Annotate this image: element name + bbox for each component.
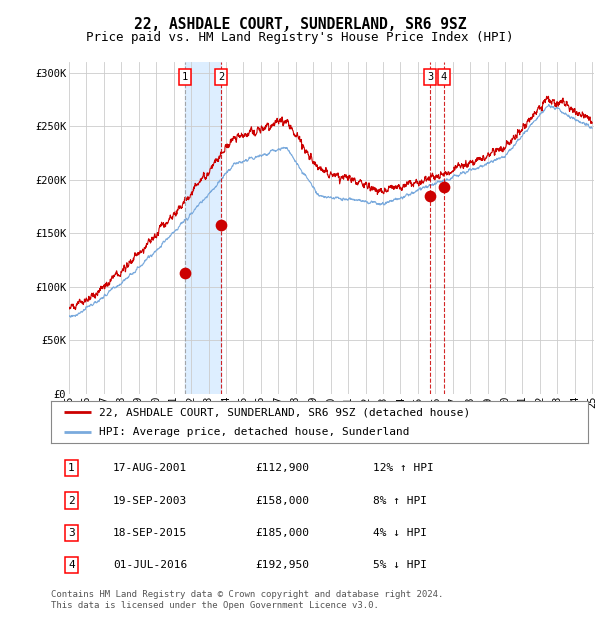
Text: £185,000: £185,000 [255,528,309,538]
Text: £192,950: £192,950 [255,560,309,570]
Point [180,268,190,278]
Text: 4: 4 [68,560,75,570]
Point [216,219,226,229]
Text: 01-JUL-2016: 01-JUL-2016 [113,560,187,570]
Text: £112,900: £112,900 [255,463,309,473]
Text: 5% ↓ HPI: 5% ↓ HPI [373,560,427,570]
Text: £158,000: £158,000 [255,495,309,505]
Point [425,191,435,201]
Text: 4: 4 [441,72,447,82]
Text: 2: 2 [68,495,75,505]
Text: 3: 3 [68,528,75,538]
Text: Price paid vs. HM Land Registry's House Price Index (HPI): Price paid vs. HM Land Registry's House … [86,31,514,44]
Text: 18-SEP-2015: 18-SEP-2015 [113,528,187,538]
Text: 1: 1 [181,72,188,82]
Point [439,182,449,192]
Text: 17-AUG-2001: 17-AUG-2001 [113,463,187,473]
Text: 12% ↑ HPI: 12% ↑ HPI [373,463,434,473]
Text: 22, ASHDALE COURT, SUNDERLAND, SR6 9SZ: 22, ASHDALE COURT, SUNDERLAND, SR6 9SZ [134,17,466,32]
Text: 19-SEP-2003: 19-SEP-2003 [113,495,187,505]
Text: Contains HM Land Registry data © Crown copyright and database right 2024.
This d: Contains HM Land Registry data © Crown c… [51,590,443,609]
Text: 22, ASHDALE COURT, SUNDERLAND, SR6 9SZ (detached house): 22, ASHDALE COURT, SUNDERLAND, SR6 9SZ (… [100,407,470,417]
Bar [185,62,221,394]
Text: 2: 2 [218,72,224,82]
Text: 8% ↑ HPI: 8% ↑ HPI [373,495,427,505]
Text: 3: 3 [427,72,433,82]
Text: 4% ↓ HPI: 4% ↓ HPI [373,528,427,538]
Text: HPI: Average price, detached house, Sunderland: HPI: Average price, detached house, Sund… [100,427,410,437]
Text: 1: 1 [68,463,75,473]
